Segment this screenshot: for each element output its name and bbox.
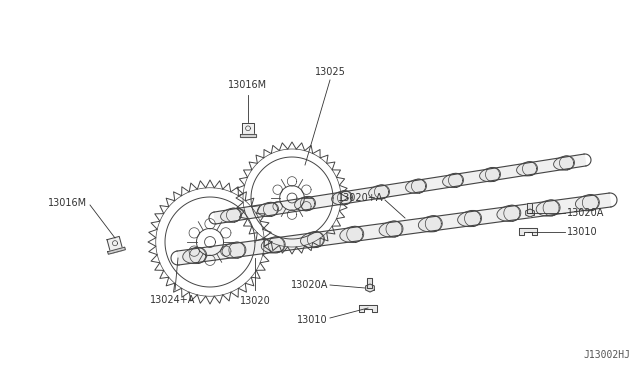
- Polygon shape: [332, 191, 353, 205]
- Text: 13016M: 13016M: [48, 198, 87, 208]
- Polygon shape: [536, 200, 560, 216]
- Polygon shape: [239, 134, 257, 137]
- Text: 13020+A: 13020+A: [338, 193, 383, 203]
- Polygon shape: [301, 231, 324, 248]
- Text: J13002HJ: J13002HJ: [583, 350, 630, 360]
- Text: 13010: 13010: [567, 227, 598, 237]
- Polygon shape: [379, 221, 403, 237]
- Polygon shape: [221, 208, 241, 222]
- Polygon shape: [554, 156, 575, 170]
- Polygon shape: [406, 179, 426, 193]
- Polygon shape: [359, 305, 377, 312]
- Polygon shape: [458, 211, 481, 227]
- Polygon shape: [177, 193, 611, 265]
- Polygon shape: [519, 228, 537, 235]
- Text: 13020: 13020: [239, 296, 270, 306]
- Text: 13010: 13010: [298, 315, 328, 325]
- Text: 13025: 13025: [315, 67, 346, 77]
- Polygon shape: [242, 123, 254, 137]
- Polygon shape: [183, 247, 207, 263]
- Text: 13024+A: 13024+A: [150, 295, 196, 305]
- Polygon shape: [294, 196, 316, 211]
- Polygon shape: [575, 195, 599, 211]
- Text: 13020A: 13020A: [567, 208, 604, 218]
- Text: 13020A: 13020A: [291, 280, 328, 290]
- Polygon shape: [107, 237, 123, 254]
- Polygon shape: [479, 167, 500, 182]
- Polygon shape: [261, 237, 285, 253]
- Polygon shape: [367, 278, 372, 288]
- Polygon shape: [443, 173, 463, 187]
- Polygon shape: [527, 203, 532, 213]
- Polygon shape: [340, 226, 364, 243]
- Polygon shape: [365, 284, 374, 292]
- Polygon shape: [258, 202, 278, 217]
- Polygon shape: [214, 154, 586, 224]
- Polygon shape: [108, 247, 125, 254]
- Text: 13016M: 13016M: [228, 80, 268, 90]
- Polygon shape: [516, 162, 538, 176]
- Polygon shape: [525, 209, 534, 217]
- Polygon shape: [369, 185, 390, 199]
- Polygon shape: [419, 216, 442, 232]
- Polygon shape: [222, 242, 246, 258]
- Polygon shape: [497, 205, 521, 221]
